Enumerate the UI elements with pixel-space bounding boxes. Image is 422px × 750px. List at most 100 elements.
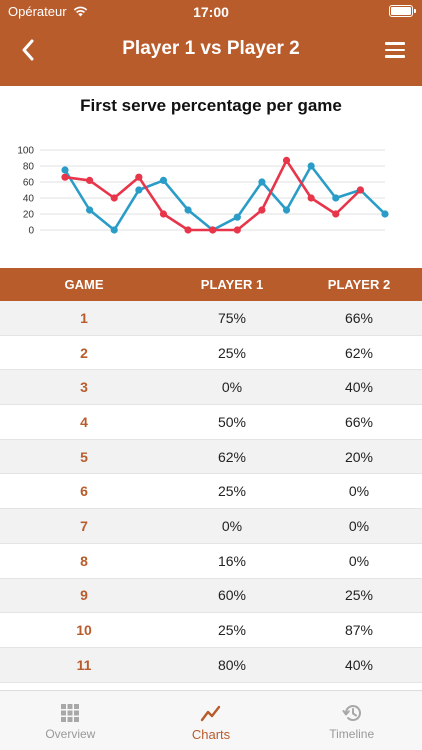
series-2-point — [135, 173, 143, 181]
player-1-value: 25% — [217, 483, 247, 500]
table-row: 7 0% 0% — [0, 509, 422, 544]
navigation-bar: Player 1 vs Player 2 — [0, 28, 422, 72]
back-button[interactable] — [10, 34, 46, 66]
series-2-point — [233, 226, 241, 234]
line-chart: 100 80 60 40 20 0 — [17, 146, 389, 237]
header-player-1: PLAYER 1 — [200, 277, 264, 292]
series-2-point — [209, 226, 217, 234]
table-header: GAME PLAYER 1 PLAYER 2 — [0, 268, 422, 301]
table-row: 2 25% 62% — [0, 335, 422, 371]
header-game: GAME — [64, 277, 104, 292]
tab-label-charts: Charts — [191, 727, 231, 742]
game-number: 7 — [80, 517, 88, 534]
series-2-point — [356, 186, 364, 194]
chart-card: First serve percentage per game 100 80 60 4… — [0, 86, 422, 268]
table-row: 4 50% 66% — [0, 405, 422, 440]
series-2-point — [282, 156, 291, 164]
player-2-value: 66% — [344, 309, 374, 326]
player-1-value: 62% — [217, 448, 247, 465]
menu-button[interactable] — [380, 36, 410, 64]
series-2-point — [258, 206, 266, 214]
series-2-point — [332, 210, 340, 218]
table-row: 6 25% 0% — [0, 474, 422, 510]
series-2-point — [307, 194, 315, 202]
page-title: Player 1 vs Player 2 — [122, 38, 300, 59]
y-tick-label: 20 — [23, 210, 35, 221]
series-1-point — [332, 194, 340, 202]
player-2-value: 0% — [348, 552, 370, 569]
table-row: 11 80% 40% — [0, 647, 422, 683]
grid-icon — [61, 704, 80, 722]
table-row: 5 62% 20% — [0, 439, 422, 475]
table-row: 1 75% 66% — [0, 301, 422, 336]
player-1-value: 80% — [217, 656, 247, 673]
player-1-value: 16% — [217, 552, 247, 569]
game-number: 9 — [80, 587, 88, 604]
series-2-point — [184, 226, 192, 234]
game-number: 4 — [80, 413, 88, 430]
series-2-point — [86, 176, 94, 184]
tab-bar: Overview Charts Timeline — [0, 690, 422, 750]
game-number: 6 — [80, 483, 88, 500]
header-player-2: PLAYER 2 — [327, 277, 391, 292]
table-row: 9 60% 25% — [0, 578, 422, 614]
wifi-icon — [73, 6, 87, 17]
player-2-value: 0% — [348, 483, 370, 500]
table-row: 8 16% 0% — [0, 543, 422, 579]
carrier-label: Opérateur — [8, 4, 67, 19]
app-header: Opérateur 17:00 Player 1 vs Player 2 — [0, 0, 422, 86]
series-1-point — [159, 176, 168, 184]
game-number: 10 — [76, 622, 92, 639]
status-time: 17:00 — [193, 4, 229, 20]
series-1-point — [233, 213, 241, 221]
series-1-point — [61, 166, 69, 174]
tab-timeline[interactable]: Timeline — [281, 691, 422, 750]
series-2-point — [159, 210, 168, 218]
game-number: 2 — [80, 344, 88, 361]
carrier-info: Opérateur — [8, 4, 88, 19]
tab-charts[interactable]: Charts — [141, 691, 282, 750]
tab-label-overview: Overview — [45, 727, 96, 741]
player-2-value: 62% — [344, 344, 374, 361]
player-1-value: 0% — [221, 379, 243, 396]
game-number: 5 — [80, 448, 88, 465]
series-1-line — [63, 164, 386, 232]
player-2-value: 25% — [344, 587, 374, 604]
game-number: 3 — [80, 379, 88, 396]
series-2-point — [61, 173, 69, 181]
series-1-point — [307, 162, 315, 170]
player-2-value: 87% — [344, 622, 374, 639]
tab-overview[interactable]: Overview — [0, 691, 141, 750]
series-1-point — [110, 226, 118, 234]
series-1-point — [381, 210, 389, 218]
player-2-value: 66% — [344, 413, 374, 430]
player-2-value: 40% — [344, 379, 374, 396]
series-2-point — [110, 194, 118, 202]
player-1-value: 75% — [217, 309, 247, 326]
y-tick-label: 80 — [23, 162, 35, 173]
player-2-value: 0% — [348, 517, 370, 534]
player-1-value: 0% — [221, 517, 243, 534]
table-row: 3 0% 40% — [0, 370, 422, 406]
series-1-point — [282, 206, 291, 214]
game-number: 8 — [80, 552, 88, 569]
player-1-value: 60% — [217, 587, 247, 604]
status-bar: Opérateur 17:00 — [0, 0, 422, 24]
y-tick-label: 60 — [23, 178, 35, 189]
game-number: 11 — [76, 656, 92, 673]
series-1-point — [135, 186, 143, 194]
series-1-point — [184, 206, 192, 214]
player-2-value: 20% — [344, 448, 374, 465]
y-tick-label: 0 — [28, 226, 34, 237]
chart-title: First serve percentage per game — [80, 96, 342, 115]
chevron-left-icon — [22, 39, 34, 61]
table-row: 10 25% 87% — [0, 613, 422, 648]
tab-label-timeline: Timeline — [329, 727, 375, 741]
player-1-value: 25% — [217, 344, 247, 361]
player-1-value: 25% — [217, 622, 247, 639]
y-tick-label: 100 — [17, 146, 34, 157]
game-number: 1 — [80, 309, 88, 326]
battery-icon — [389, 5, 416, 17]
series-1-point — [258, 178, 266, 186]
y-tick-label: 40 — [23, 194, 35, 205]
